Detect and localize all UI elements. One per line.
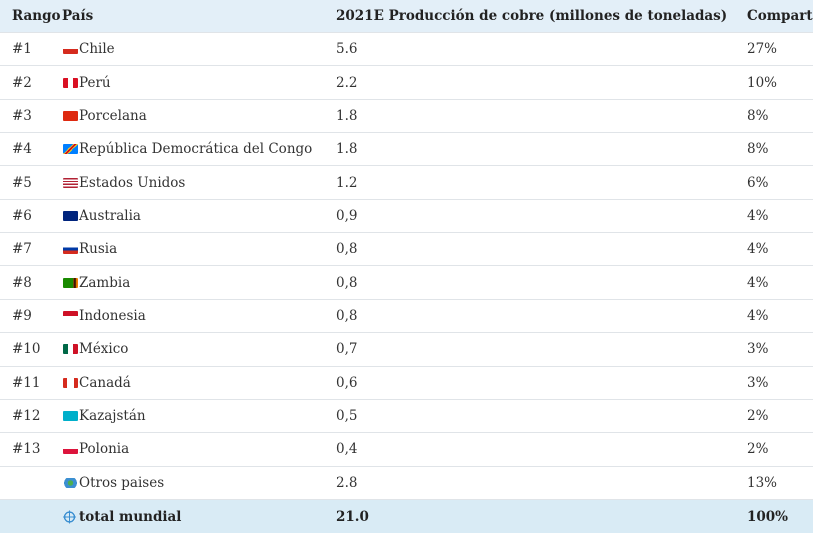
production-cell: 1.8: [336, 141, 358, 158]
production-cell: 1.2: [336, 174, 358, 191]
production-cell: 21.0: [336, 508, 369, 525]
rank-cell: #2: [12, 74, 32, 91]
production-cell: 2.2: [336, 74, 358, 91]
production-cell: 0,9: [336, 207, 358, 224]
table-row: #3 Porcelana 1.8 8%: [0, 100, 813, 134]
flag-icon: [63, 311, 78, 322]
share-cell: 4%: [747, 308, 769, 325]
rank-cell: #3: [12, 107, 32, 124]
rank-cell: #4: [12, 141, 32, 158]
table-row: #9 Indonesia 0,8 4%: [0, 300, 813, 334]
flag-icon: [63, 110, 78, 121]
production-cell: 0,5: [336, 408, 358, 425]
production-cell: 0,8: [336, 274, 358, 291]
flag-icon: [63, 77, 78, 88]
country-cell: República Democrática del Congo: [79, 141, 313, 158]
country-cell: Otros paises: [79, 474, 165, 491]
share-cell: Comparti: [747, 8, 813, 24]
production-cell: 0,4: [336, 441, 358, 458]
flag-icon: [63, 144, 78, 155]
production-cell: 0,6: [336, 374, 358, 391]
table-row: #5 Estados Unidos 1.2 6%: [0, 166, 813, 200]
share-cell: 3%: [747, 341, 769, 358]
share-cell: 2%: [747, 408, 769, 425]
table-row: #1 Chile 5.6 27%: [0, 33, 813, 67]
table-row: #7 Rusia 0,8 4%: [0, 233, 813, 267]
rank-cell: #8: [12, 274, 32, 291]
share-cell: 6%: [747, 174, 769, 191]
share-cell: 2%: [747, 441, 769, 458]
production-cell: 1.8: [336, 107, 358, 124]
country-cell: Rusia: [79, 241, 118, 258]
table-row: #4 República Democrática del Congo 1.8 8%: [0, 133, 813, 167]
table-row: #8 Zambia 0,8 4%: [0, 267, 813, 300]
share-cell: 4%: [747, 241, 769, 258]
share-cell: 8%: [747, 107, 769, 124]
country-cell: México: [79, 341, 129, 358]
table-row: #11 Canadá 0,6 3%: [0, 367, 813, 400]
rank-cell: #10: [12, 341, 41, 358]
table-row: total mundial 21.0 100%: [0, 500, 813, 533]
country-cell: Polonia: [79, 441, 130, 458]
country-cell: Chile: [79, 41, 115, 58]
flag-icon: [63, 44, 78, 55]
rank-cell: #13: [12, 441, 41, 458]
flag-icon: [63, 210, 78, 221]
country-cell: Estados Unidos: [79, 174, 186, 191]
production-cell: 2.8: [336, 474, 358, 491]
table-row: #10 México 0,7 3%: [0, 333, 813, 367]
share-cell: 8%: [747, 141, 769, 158]
flag-icon: [63, 444, 78, 455]
country-cell: Kazajstán: [79, 408, 146, 425]
table-row: Rango País 2021E Producción de cobre (mill…: [0, 0, 813, 33]
share-cell: 27%: [747, 41, 778, 58]
share-cell: 13%: [747, 474, 778, 491]
rank-cell: #11: [12, 374, 41, 391]
flag-icon: [63, 244, 78, 255]
flag-icon: [63, 477, 78, 488]
rank-cell: #6: [12, 207, 32, 224]
production-cell: 5.6: [336, 41, 358, 58]
country-cell: Indonesia: [79, 308, 146, 325]
rank-cell: #5: [12, 174, 32, 191]
flag-icon: [63, 277, 78, 288]
flag-icon: [63, 377, 78, 388]
flag-icon: [63, 344, 78, 355]
country-cell: País: [62, 8, 94, 24]
rank-cell: #12: [12, 408, 41, 425]
flag-icon: [63, 411, 78, 422]
country-cell: total mundial: [79, 508, 182, 525]
production-cell: 2021E Producción de cobre (millones de t…: [336, 8, 728, 24]
rank-cell: Rango: [12, 8, 61, 24]
flag-icon: [63, 177, 78, 188]
table-row: Otros paises 2.8 13%: [0, 467, 813, 500]
country-cell: Zambia: [79, 274, 131, 291]
production-cell: 0,7: [336, 341, 358, 358]
table-row: #2 Perú 2.2 10%: [0, 66, 813, 100]
country-cell: Australia: [79, 207, 141, 224]
table-row: #13 Polonia 0,4 2%: [0, 433, 813, 467]
share-cell: 4%: [747, 274, 769, 291]
table-row: #12 Kazajstán 0,5 2%: [0, 400, 813, 434]
share-cell: 4%: [747, 207, 769, 224]
rank-cell: #9: [12, 308, 32, 325]
share-cell: 100%: [747, 508, 789, 525]
country-cell: Perú: [79, 74, 111, 91]
production-cell: 0,8: [336, 241, 358, 258]
share-cell: 3%: [747, 374, 769, 391]
flag-icon: [63, 510, 76, 523]
production-cell: 0,8: [336, 308, 358, 325]
share-cell: 10%: [747, 74, 778, 91]
rank-cell: #7: [12, 241, 32, 258]
country-cell: Canadá: [79, 374, 131, 391]
rank-cell: #1: [12, 41, 32, 58]
country-cell: Porcelana: [79, 107, 147, 124]
table-row: #6 Australia 0,9 4%: [0, 200, 813, 234]
